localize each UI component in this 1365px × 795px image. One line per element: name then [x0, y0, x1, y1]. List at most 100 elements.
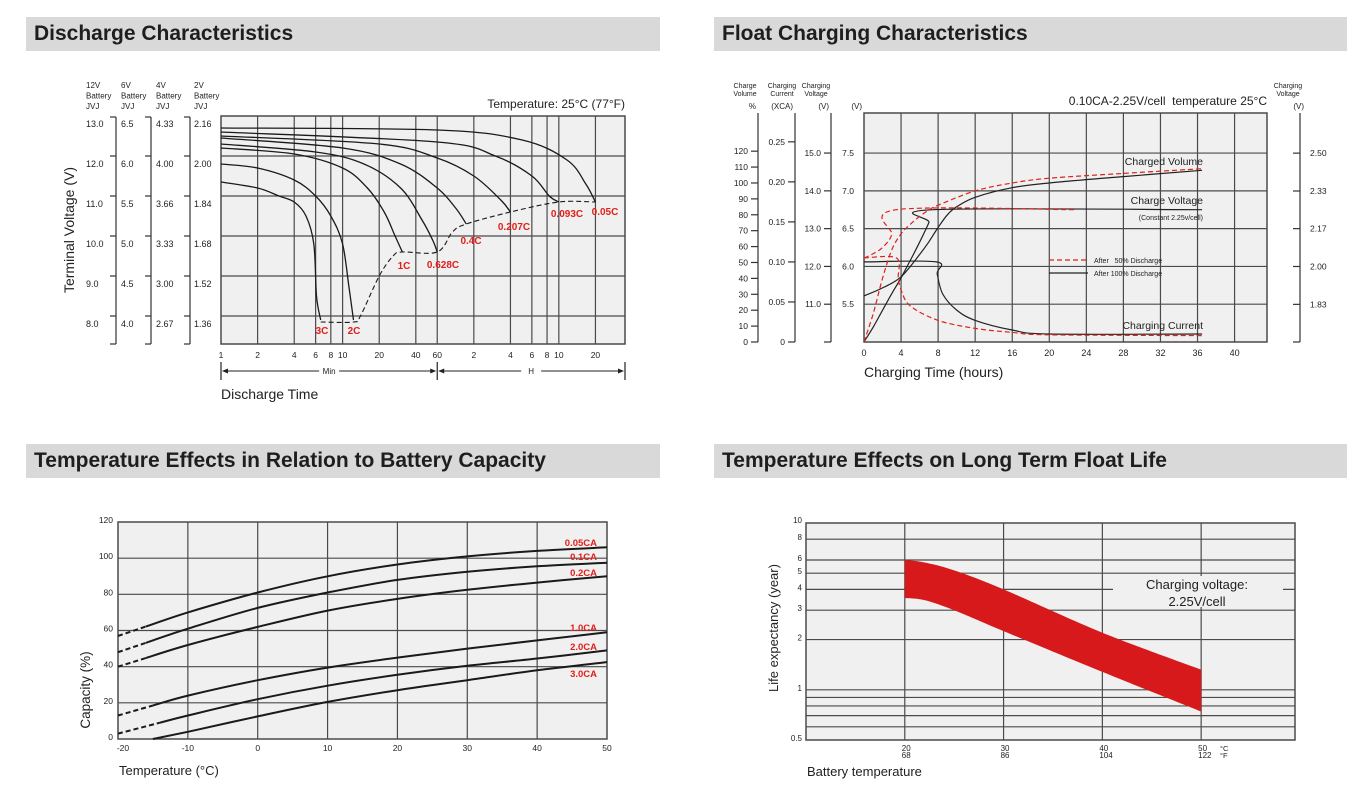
- y-tick-label: 4.0: [121, 319, 134, 329]
- capacity-curve-2.0CA: [159, 649, 608, 724]
- y-tick-label: 2.16: [194, 119, 212, 129]
- y-axis-unit: (V): [1293, 102, 1304, 111]
- x-tick-label: 60: [432, 350, 442, 360]
- y-axis-title: Capacity (%): [78, 651, 93, 728]
- y-axis-unit: (V): [818, 102, 829, 111]
- y-axis-header: 12V: [86, 81, 101, 90]
- y-tick-label: 110: [734, 162, 748, 172]
- y-tick-label: 8.0: [86, 319, 99, 329]
- float-curve-charge-voltage: [863, 207, 1078, 259]
- x-tick-label: 6: [529, 350, 534, 360]
- capacity-curve-dashed: [117, 625, 147, 637]
- y-tick-label: 60: [104, 624, 114, 634]
- x-tick-label: 32: [1155, 348, 1165, 358]
- x-tick-label: 8: [936, 348, 941, 358]
- y-axis-unit: %: [749, 102, 756, 111]
- x-tick-label: 20: [374, 350, 384, 360]
- y-tick-label: 3.33: [156, 239, 174, 249]
- y-tick-label: 11.0: [805, 299, 821, 309]
- x-tick-label: 6: [313, 350, 318, 360]
- x-tick-label: 10: [338, 350, 348, 360]
- y-tick-label: 3.00: [156, 279, 174, 289]
- x-tick-label: 20: [591, 350, 601, 360]
- y-tick-label: 90: [739, 194, 749, 204]
- series-label: 0.4C: [460, 236, 481, 247]
- y-tick-label: 6.5: [121, 119, 134, 129]
- y-tick-label: 2.50: [1310, 148, 1327, 158]
- y-tick-label: 4: [798, 583, 803, 592]
- capacity-curve-0.1CA: [145, 561, 608, 644]
- y-axis-title: Life expectancy (year): [766, 564, 781, 692]
- y-tick-label: 6.0: [842, 261, 854, 271]
- y-axis-header: Battery: [194, 92, 219, 101]
- y-tick-label: 4.33: [156, 119, 174, 129]
- y-tick-label: 0.05: [768, 297, 785, 307]
- x-tick-label-fahrenheit: 104: [1099, 751, 1113, 760]
- series-label: 1C: [398, 261, 411, 272]
- section-header-float-charging: Float Charging Characteristics: [714, 17, 1347, 51]
- x-tick-label: 36: [1193, 348, 1203, 358]
- y-axis-header: Charge: [734, 83, 757, 90]
- y-tick-label: 120: [99, 515, 113, 525]
- series-label: 3.0CA: [570, 669, 597, 680]
- discharge-curve-3C: [220, 181, 322, 321]
- y-tick-label: 60: [739, 242, 749, 252]
- section-header-float-life: Temperature Effects on Long Term Float L…: [714, 444, 1347, 478]
- series-label: 0.093C: [551, 209, 583, 220]
- y-tick-label: 1.36: [194, 319, 212, 329]
- y-axis-header: 2V: [194, 81, 204, 90]
- y-axis-header: JVJ: [121, 102, 134, 111]
- x-tick-label: 0: [861, 348, 866, 358]
- y-axis-header: 4V: [156, 81, 166, 90]
- y-tick-label: 13.0: [804, 224, 821, 234]
- x-axis-title: Discharge Time: [221, 386, 318, 402]
- y-tick-label: 2.00: [1310, 261, 1327, 271]
- y-tick-label: 0.5: [791, 734, 803, 743]
- x-tick-label: -20: [117, 743, 130, 753]
- series-label: 0.628C: [427, 260, 459, 271]
- y-tick-label: 0.25: [768, 137, 785, 147]
- y-axis-header: Charging: [1274, 83, 1303, 90]
- y-tick-label: 80: [739, 210, 749, 220]
- y-tick-label: 0: [780, 337, 785, 347]
- capacity-curve-3.0CA: [152, 661, 608, 740]
- x-tick-label-celsius: 30: [1001, 744, 1010, 753]
- x-tick-label: 50: [602, 743, 612, 753]
- y-tick-label: 6: [798, 554, 803, 563]
- discharge-curve-1C: [220, 147, 403, 253]
- y-tick-label: 3.66: [156, 199, 174, 209]
- series-label: 2.0CA: [570, 642, 597, 653]
- y-tick-label: 40: [104, 660, 114, 670]
- y-tick-label: 100: [734, 178, 748, 188]
- x-axis-title: Battery temperature: [807, 764, 922, 779]
- curve-label-charging-current: Charging Current: [1122, 320, 1203, 332]
- y-tick-label: 1.68: [194, 239, 212, 249]
- x-unit-fahrenheit: °F: [1220, 751, 1228, 760]
- capacity-curve-0.05CA: [145, 546, 608, 628]
- x-tick-label: 24: [1081, 348, 1091, 358]
- y-tick-label: 10: [793, 516, 802, 525]
- y-axis-header: 6V: [121, 81, 131, 90]
- x-tick-label: 28: [1118, 348, 1128, 358]
- y-axis-header: Battery: [121, 92, 146, 101]
- y-axis-header: JVJ: [156, 102, 169, 111]
- series-label: 1.0CA: [570, 623, 597, 634]
- y-tick-label: 7.0: [842, 186, 854, 196]
- y-axis-unit: (XCA): [771, 102, 793, 111]
- y-tick-label: 5.5: [121, 199, 134, 209]
- discharge-curve-0.093C: [220, 131, 560, 203]
- y-tick-label: 5.0: [121, 239, 134, 249]
- x-tick-label: 40: [532, 743, 542, 753]
- y-axis-header: Battery: [86, 92, 111, 101]
- legend-label: After 100% Discharge: [1094, 271, 1162, 278]
- series-label: 2C: [348, 326, 361, 337]
- y-tick-label: 0.10: [768, 257, 785, 267]
- y-tick-label: 0: [743, 337, 748, 347]
- y-tick-label: 2.17: [1310, 224, 1327, 234]
- discharge-curve-0.05C: [220, 127, 596, 203]
- x-tick-label-celsius: 20: [902, 744, 911, 753]
- x-tick-label: 1: [219, 350, 224, 360]
- x-tick-label: 10: [323, 743, 333, 753]
- float-curve-charging-current: [863, 260, 1203, 335]
